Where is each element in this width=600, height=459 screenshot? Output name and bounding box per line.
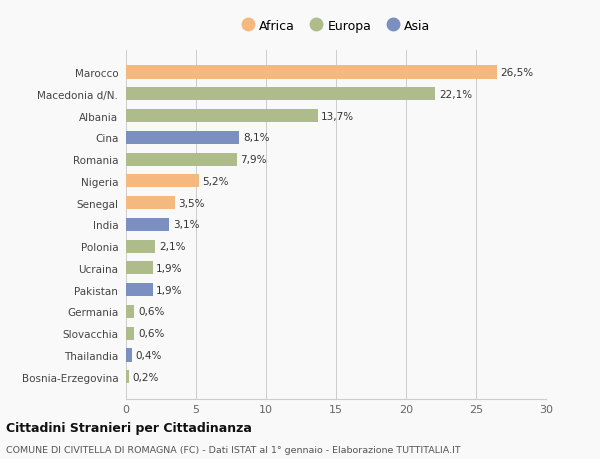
Bar xyxy=(126,240,155,253)
Bar xyxy=(126,175,199,188)
Legend: Africa, Europa, Asia: Africa, Europa, Asia xyxy=(237,15,435,38)
Bar xyxy=(126,88,436,101)
Bar xyxy=(126,305,134,318)
Text: 8,1%: 8,1% xyxy=(243,133,269,143)
Text: 7,9%: 7,9% xyxy=(240,155,266,165)
Text: 1,9%: 1,9% xyxy=(156,285,182,295)
Text: 0,4%: 0,4% xyxy=(135,350,161,360)
Bar xyxy=(126,262,152,275)
Bar xyxy=(126,110,318,123)
Text: 1,9%: 1,9% xyxy=(156,263,182,274)
Bar xyxy=(126,67,497,79)
Bar xyxy=(126,196,175,210)
Text: Cittadini Stranieri per Cittadinanza: Cittadini Stranieri per Cittadinanza xyxy=(6,421,252,434)
Text: 22,1%: 22,1% xyxy=(439,90,472,100)
Text: 0,6%: 0,6% xyxy=(138,329,164,338)
Text: 3,5%: 3,5% xyxy=(179,198,205,208)
Bar xyxy=(126,218,169,231)
Text: 13,7%: 13,7% xyxy=(322,112,355,121)
Bar xyxy=(126,132,239,145)
Text: 2,1%: 2,1% xyxy=(159,241,185,252)
Text: 0,2%: 0,2% xyxy=(133,372,158,382)
Text: 26,5%: 26,5% xyxy=(500,68,533,78)
Bar xyxy=(126,349,131,362)
Text: 5,2%: 5,2% xyxy=(202,176,229,186)
Bar xyxy=(126,284,152,297)
Bar xyxy=(126,370,129,383)
Bar xyxy=(126,153,236,166)
Text: 0,6%: 0,6% xyxy=(138,307,164,317)
Text: COMUNE DI CIVITELLA DI ROMAGNA (FC) - Dati ISTAT al 1° gennaio - Elaborazione TU: COMUNE DI CIVITELLA DI ROMAGNA (FC) - Da… xyxy=(6,445,461,454)
Text: 3,1%: 3,1% xyxy=(173,220,199,230)
Bar xyxy=(126,327,134,340)
